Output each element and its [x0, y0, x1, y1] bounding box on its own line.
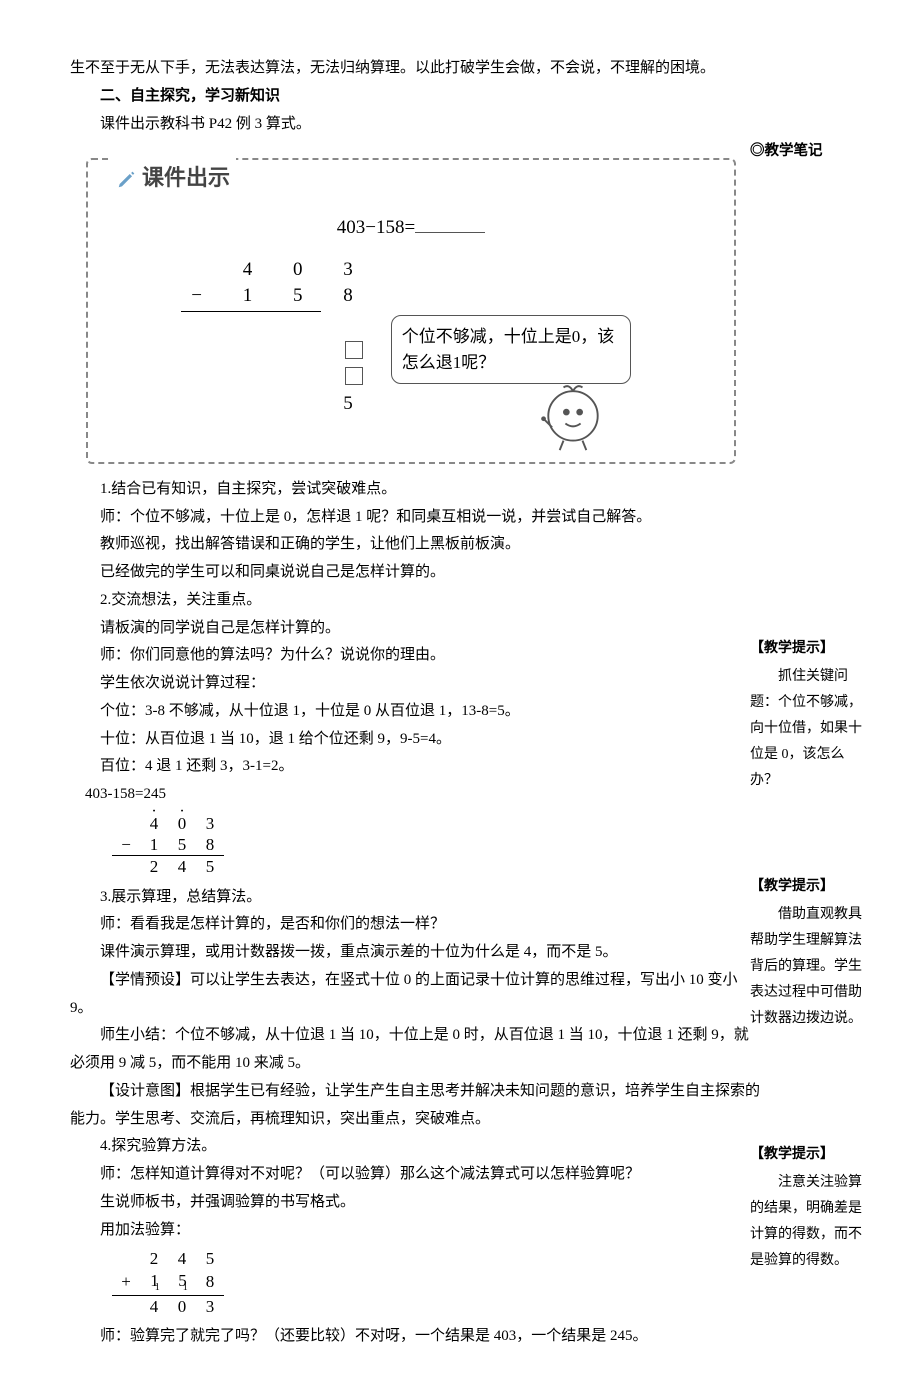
p15: 课件演示算理，或用计数器拨一拨，重点演示差的十位为什么是 4，而不是 5。: [70, 939, 760, 967]
answer-digit: 5: [343, 393, 371, 414]
p9: 个位：3-8 不够减，从十位退 1，十位是 0 从百位退 1，13-8=5。: [70, 698, 760, 726]
p12: 403-158=245: [85, 781, 760, 809]
p3: 教师巡视，找出解答错误和正确的学生，让他们上黑板前板演。: [70, 531, 760, 559]
tip1-body: 抓住关键问题：个位不够减，向十位借，如果十位是 0，该怎么办？: [750, 664, 870, 793]
equation-line: 403−158=: [108, 210, 714, 245]
p1: 1.结合已有知识，自主探究，尝试突破难点。: [70, 476, 760, 504]
p11: 百位：4 退 1 还剩 3，3-1=2。: [70, 753, 760, 781]
equation-text: 403−158=: [337, 217, 415, 238]
p20: 师：怎样知道计算得对不对呢？（可以验算）那么这个减法算式可以怎样验算呢？: [70, 1161, 760, 1189]
pencil-icon: [116, 168, 138, 190]
p8: 学生依次说说计算过程：: [70, 670, 760, 698]
courseware-box: 课件出示 403−158= 4 0 3 − 1 5 8 5: [86, 158, 736, 464]
mascot-icon: [535, 376, 611, 452]
teaching-notes-label: ◎教学笔记: [750, 138, 870, 166]
vertical-calc-2: 245 +11518 403: [112, 1248, 760, 1316]
p5: 2.交流想法，关注重点。: [70, 587, 760, 615]
p21: 生说师板书，并强调验算的书写格式。: [70, 1189, 760, 1217]
sec2-intro: 课件出示教科书 P42 例 3 算式。: [70, 111, 760, 139]
p14: 师：看看我是怎样计算的，是否和你们的想法一样？: [70, 911, 760, 939]
tip2-head: 【教学提示】: [750, 874, 870, 901]
p17: 师生小结：个位不够减，从十位退 1 当 10，十位上是 0 时，从百位退 1 当…: [70, 1022, 760, 1078]
tip2-body: 借助直观教具帮助学生理解算法背后的算理。学生表达过程中可借助计数器边拨边说。: [750, 902, 870, 1031]
p16: 【学情预设】可以让学生去表达，在竖式十位 0 的上面记录十位计算的思维过程，写出…: [70, 967, 760, 1023]
p13: 3.展示算理，总结算法。: [70, 884, 760, 912]
speech-bubble-wrap: 个位不够减，十位上是0，该怎么退1呢？: [391, 315, 631, 384]
section-2-title: 二、自主探究，学习新知识: [70, 83, 760, 111]
courseware-tab: 课件出示: [110, 158, 236, 199]
tip3-body: 注意关注验算的结果，明确差是计算的得数，而不是验算的得数。: [750, 1170, 870, 1274]
p23: 师：验算完了就完了吗？（还要比较）不对呀，一个结果是 403，一个结果是 245…: [70, 1323, 760, 1351]
equation-blank: [415, 232, 485, 233]
calc-line: [181, 311, 321, 312]
courseware-tab-text: 课件出示: [142, 158, 230, 199]
p22: 用加法验算：: [70, 1217, 760, 1245]
speech-bubble: 个位不够减，十位上是0，该怎么退1呢？: [391, 315, 631, 384]
p18: 【设计意图】根据学生已有经验，让学生产生自主思考并解决未知问题的意识，培养学生自…: [70, 1078, 760, 1134]
main-column: 生不至于无从下手，无法表达算法，无法归纳算理。以此打破学生会做，不会说，不理解的…: [70, 55, 760, 1351]
tip3-head: 【教学提示】: [750, 1142, 870, 1169]
p2: 师：个位不够减，十位上是 0，怎样退 1 呢？和同桌互相说一说，并尝试自己解答。: [70, 504, 760, 532]
p7: 师：你们同意他的算法吗？为什么？说说你的理由。: [70, 642, 760, 670]
vertical-calc-1: 403 −158 245: [112, 813, 760, 878]
tip1-head: 【教学提示】: [750, 636, 870, 663]
p19: 4.探究验算方法。: [70, 1133, 760, 1161]
answer-box: [345, 341, 363, 359]
vertical-subtraction: 4 0 3 − 1 5 8 5: [191, 257, 370, 441]
answer-box: [345, 367, 363, 385]
p6: 请板演的同学说自己是怎样计算的。: [70, 615, 760, 643]
opening-line: 生不至于无从下手，无法表达算法，无法归纳算理。以此打破学生会做，不会说，不理解的…: [70, 55, 760, 83]
p4: 已经做完的学生可以和同桌说说自己是怎样计算的。: [70, 559, 760, 587]
side-column: ◎教学笔记 【教学提示】 抓住关键问题：个位不够减，向十位借，如果十位是 0，该…: [750, 138, 870, 1286]
p10: 十位：从百位退 1 当 10，退 1 给个位还剩 9，9-5=4。: [70, 726, 760, 754]
